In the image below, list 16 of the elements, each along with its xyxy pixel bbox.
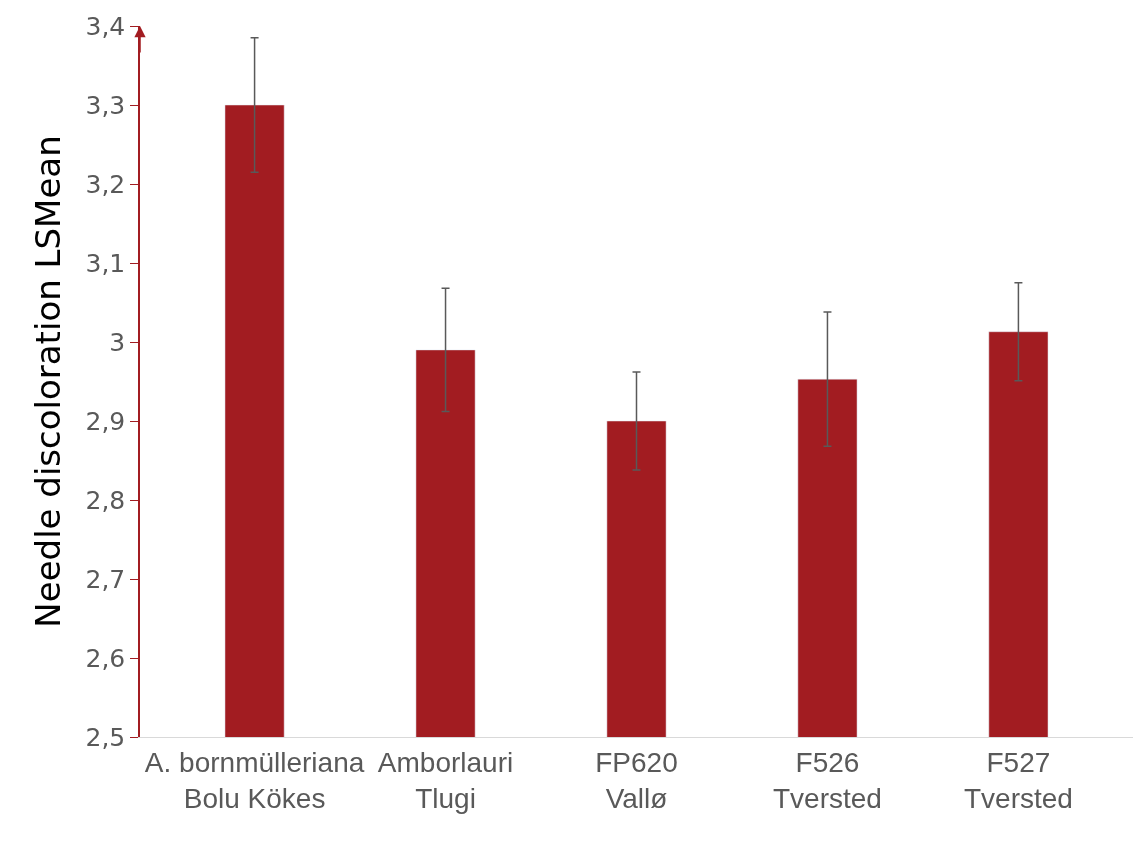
y-axis-title: Needle discoloration LSMean <box>27 135 68 628</box>
y-tick-label: 2,9 <box>85 406 126 436</box>
y-tick-label: 3,1 <box>85 248 126 278</box>
x-tick-label: F526 Tversted <box>772 746 882 814</box>
y-tick-label: 3,4 <box>85 11 126 41</box>
y-tick-label: 2,6 <box>85 643 126 673</box>
y-tick-label: 3,2 <box>85 169 126 199</box>
y-tick-label: 2,5 <box>85 722 126 752</box>
y-tick-label: 3 <box>109 327 126 357</box>
y-tick-label: 3,3 <box>85 90 126 120</box>
y-tick-label: 2,7 <box>85 564 126 594</box>
x-tick-label: FP620 Vallø <box>595 746 678 814</box>
x-tick-label: Amborlauri Tlugi <box>377 746 514 814</box>
x-tick-label: F527 Tversted <box>963 746 1073 814</box>
x-tick-label: A. bornmülleriana Bolu Kökes <box>144 746 365 814</box>
y-tick-label: 2,8 <box>85 485 126 515</box>
